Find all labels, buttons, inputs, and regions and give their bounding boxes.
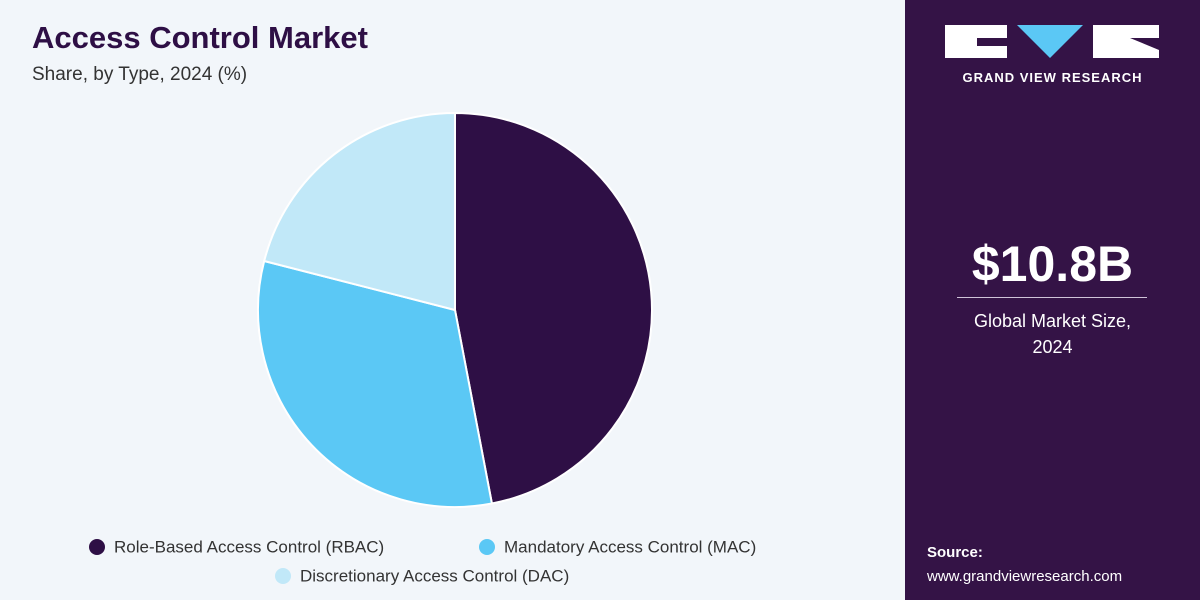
legend-marker [89, 539, 105, 555]
market-label: Global Market Size, 2024 [973, 311, 1132, 357]
source-label: Source: [927, 544, 983, 561]
side-panel: GRAND VIEW RESEARCH $10.8B Global Market… [905, 0, 1200, 600]
legend-label: Discretionary Access Control (DAC) [300, 566, 569, 585]
legend-label: Mandatory Access Control (MAC) [504, 537, 756, 556]
legend-marker [479, 539, 495, 555]
legend-marker [275, 568, 291, 584]
source-url: www.grandviewresearch.com [927, 568, 1123, 585]
legend-label: Role-Based Access Control (RBAC) [114, 537, 384, 556]
chart-subtitle: Share, by Type, 2024 (%) [32, 64, 247, 85]
chart-title: Access Control Market [32, 20, 368, 55]
chart: Access Control Market Share, by Type, 20… [32, 20, 756, 585]
logo [945, 25, 1159, 58]
divider [957, 297, 1147, 298]
pie-slice [262, 111, 456, 312]
pie-slice [454, 111, 653, 505]
brand: GRAND VIEW RESEARCH [962, 70, 1143, 85]
market-size: $10.8B [971, 236, 1134, 292]
pie-slice [257, 259, 494, 508]
